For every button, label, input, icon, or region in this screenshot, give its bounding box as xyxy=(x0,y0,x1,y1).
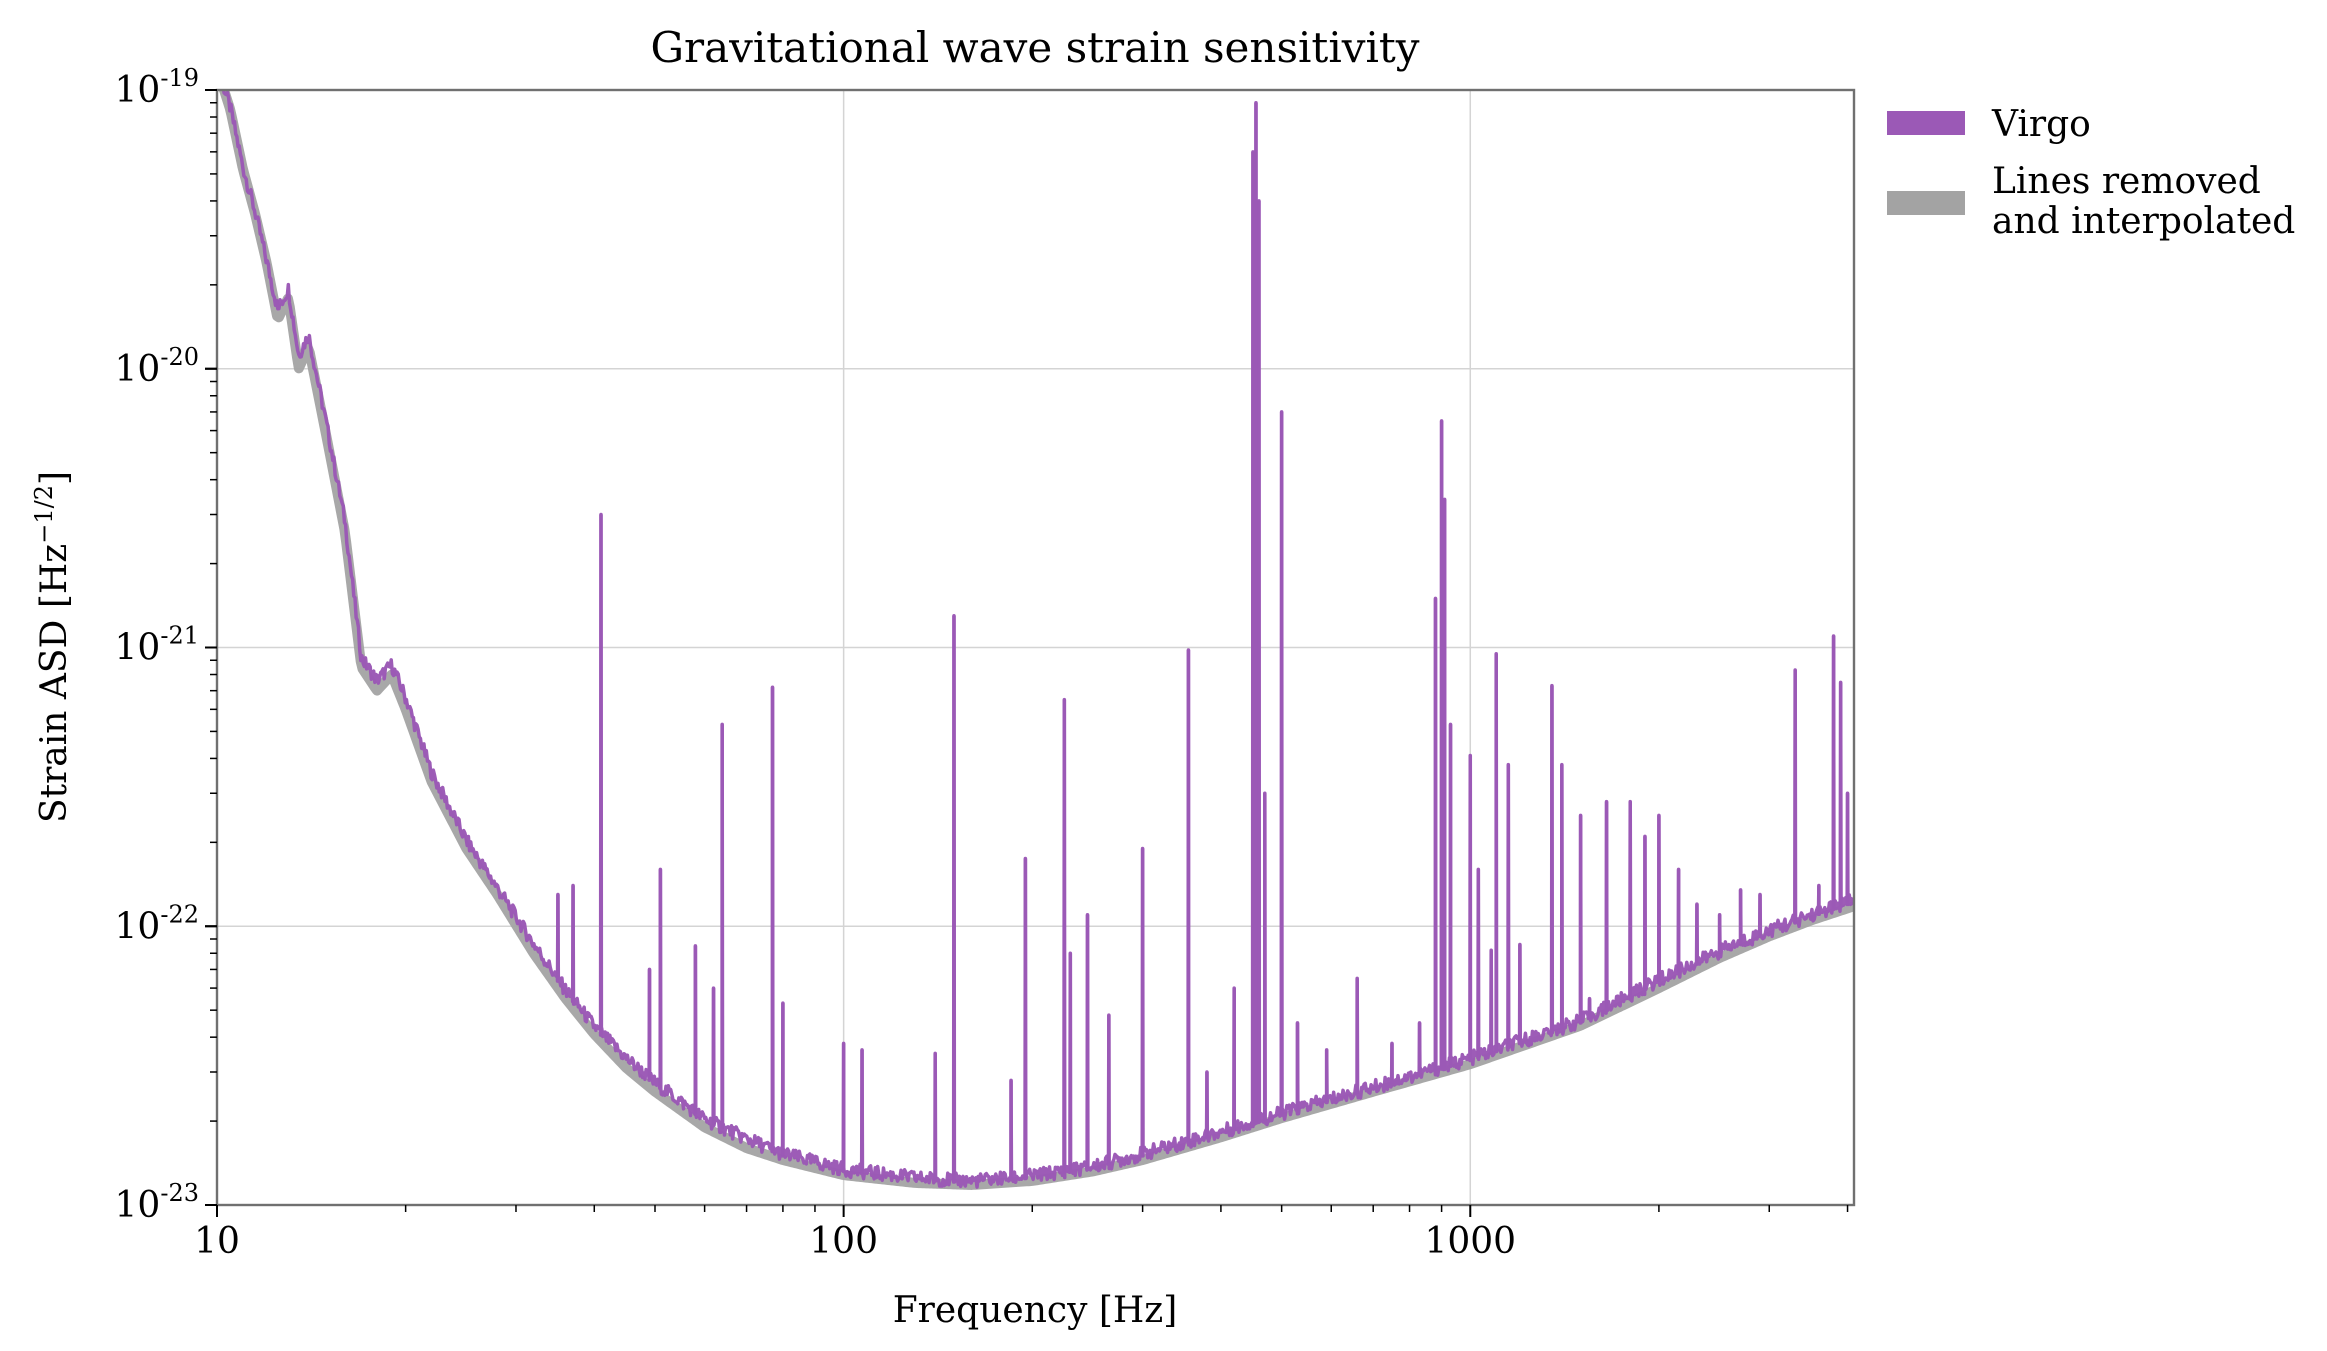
x-tick-label: 10 xyxy=(194,1221,240,1262)
x-axis-ticks: 10 100 1000 xyxy=(194,1205,1849,1262)
x-tick-label: 1000 xyxy=(1424,1221,1516,1262)
legend-swatch-interpolated xyxy=(1887,191,1965,215)
y-axis-ticks: 10-19 10-20 10-21 10-22 10-23 xyxy=(115,64,217,1226)
y-axis-label: Strain ASD [Hz−1/2] xyxy=(30,471,75,823)
series-layer xyxy=(218,90,1854,1190)
x-tick-label: 100 xyxy=(809,1221,878,1262)
legend-label-interpolated-line1: Lines removed xyxy=(1992,161,2261,202)
legend: Virgo Lines removed and interpolated xyxy=(1887,104,2295,242)
y-axis-label-close: ] xyxy=(34,471,75,485)
y-tick-label: 10-21 xyxy=(115,622,199,669)
chart-title: Gravitational wave strain sensitivity xyxy=(650,23,1419,72)
legend-swatch-virgo xyxy=(1887,111,1965,135)
y-axis-label-main: Strain ASD [Hz xyxy=(34,544,75,823)
legend-label-virgo: Virgo xyxy=(1991,104,2091,145)
y-tick-label: 10-22 xyxy=(115,900,199,947)
legend-label-interpolated-line2: and interpolated xyxy=(1992,201,2295,242)
y-tick-label: 10-20 xyxy=(115,343,199,390)
y-tick-label: 10-23 xyxy=(115,1179,199,1226)
y-tick-label: 10-19 xyxy=(115,64,199,111)
y-axis-label-exponent: −1/2 xyxy=(30,485,58,544)
x-axis-label: Frequency [Hz] xyxy=(893,1290,1178,1331)
series-line-interpolated xyxy=(218,90,1854,1190)
series-line-virgo xyxy=(221,90,1854,1189)
